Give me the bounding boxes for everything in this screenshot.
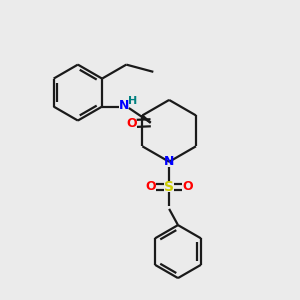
Text: O: O: [182, 180, 193, 193]
Text: N: N: [164, 155, 174, 168]
Text: N: N: [119, 99, 129, 112]
Text: S: S: [164, 180, 174, 194]
Text: O: O: [126, 117, 137, 130]
Text: O: O: [146, 180, 156, 193]
Text: H: H: [128, 96, 138, 106]
